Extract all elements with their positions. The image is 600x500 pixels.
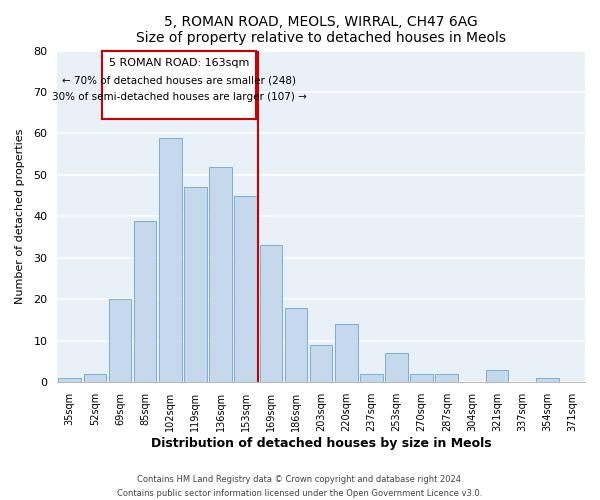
X-axis label: Distribution of detached houses by size in Meols: Distribution of detached houses by size … bbox=[151, 437, 491, 450]
Bar bbox=[184, 188, 207, 382]
Bar bbox=[83, 374, 106, 382]
Text: ← 70% of detached houses are smaller (248): ← 70% of detached houses are smaller (24… bbox=[62, 76, 296, 86]
Bar bbox=[58, 378, 81, 382]
Bar bbox=[310, 345, 332, 383]
Bar bbox=[260, 246, 282, 382]
Bar bbox=[385, 354, 408, 382]
Bar bbox=[109, 300, 131, 382]
Y-axis label: Number of detached properties: Number of detached properties bbox=[15, 129, 25, 304]
FancyBboxPatch shape bbox=[103, 50, 256, 119]
Bar bbox=[335, 324, 358, 382]
Title: 5, ROMAN ROAD, MEOLS, WIRRAL, CH47 6AG
Size of property relative to detached hou: 5, ROMAN ROAD, MEOLS, WIRRAL, CH47 6AG S… bbox=[136, 15, 506, 45]
Bar bbox=[410, 374, 433, 382]
Bar bbox=[536, 378, 559, 382]
Text: 30% of semi-detached houses are larger (107) →: 30% of semi-detached houses are larger (… bbox=[52, 92, 307, 102]
Bar bbox=[209, 166, 232, 382]
Bar bbox=[134, 220, 157, 382]
Bar bbox=[235, 196, 257, 382]
Bar bbox=[159, 138, 182, 382]
Bar bbox=[284, 308, 307, 382]
Text: 5 ROMAN ROAD: 163sqm: 5 ROMAN ROAD: 163sqm bbox=[109, 58, 249, 68]
Bar bbox=[486, 370, 508, 382]
Bar bbox=[436, 374, 458, 382]
Bar bbox=[360, 374, 383, 382]
Text: Contains HM Land Registry data © Crown copyright and database right 2024.
Contai: Contains HM Land Registry data © Crown c… bbox=[118, 476, 482, 498]
